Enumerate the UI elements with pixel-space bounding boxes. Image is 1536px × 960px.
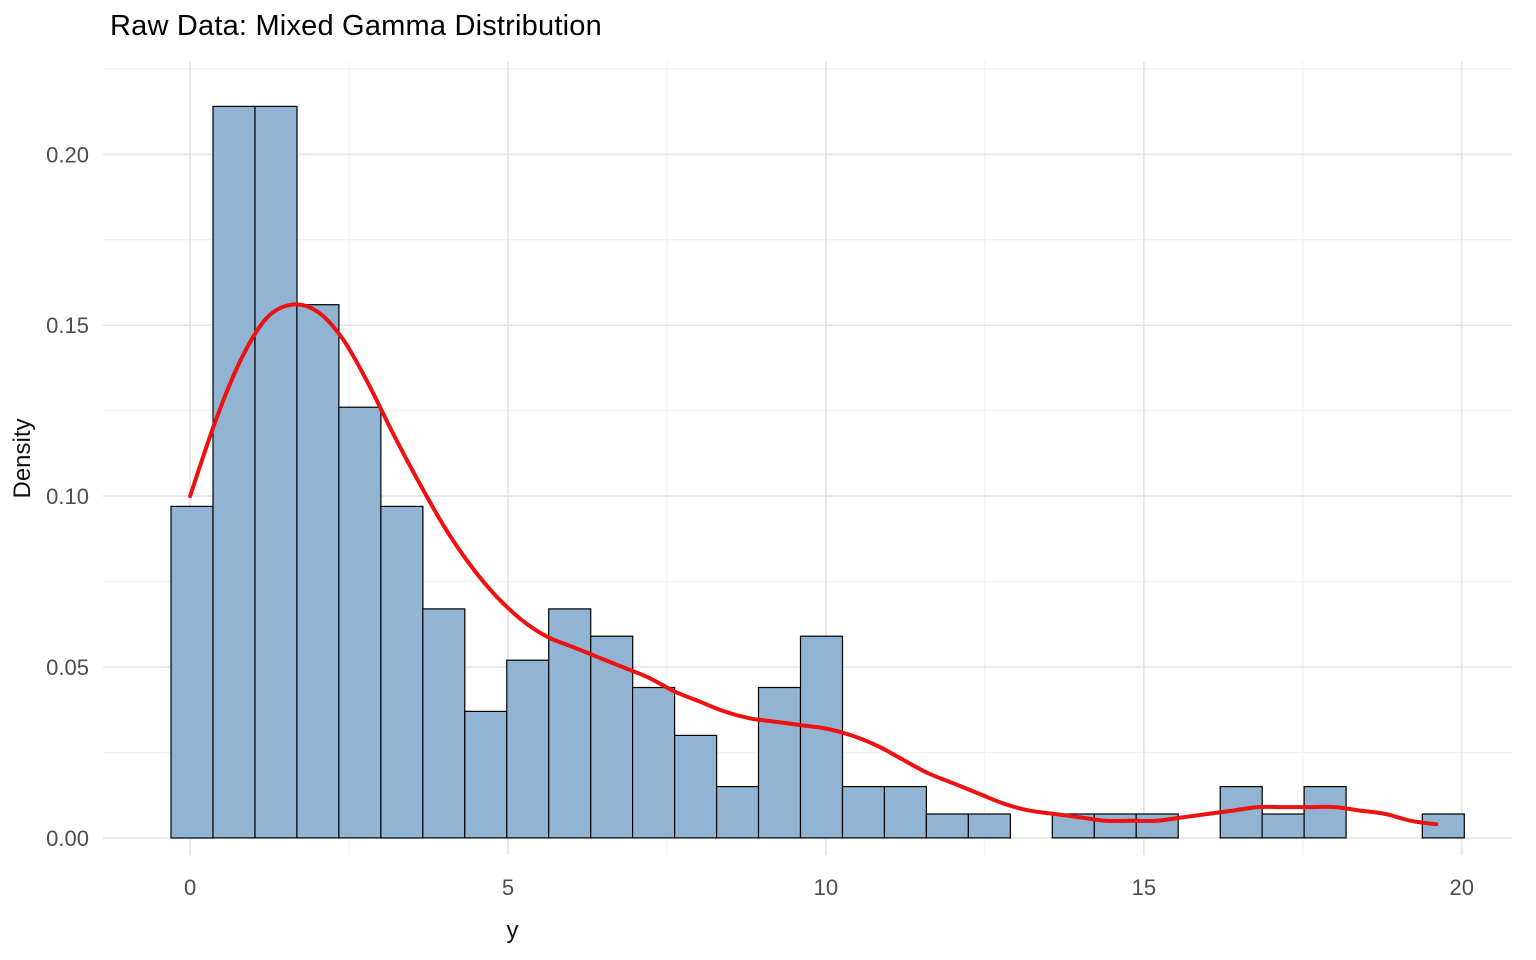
x-axis-title: y (507, 917, 519, 944)
histogram-bar (715, 785, 760, 839)
histogram-bar (380, 505, 424, 839)
x-axis-tick-label: 5 (502, 875, 514, 900)
y-axis-tick-label: 0.15 (46, 313, 89, 338)
histogram-bar (422, 608, 466, 839)
y-axis-tick-label: 0.05 (46, 655, 89, 680)
x-axis-tick-label: 10 (814, 875, 838, 900)
y-axis-tick-labels: 0.00 0.05 0.10 0.15 0.20 (46, 142, 89, 851)
chart-title: Raw Data: Mixed Gamma Distribution (110, 10, 602, 42)
histogram-bar (1421, 813, 1465, 839)
histogram-bar (799, 635, 844, 839)
grid-major (103, 62, 1512, 855)
histogram-bar (757, 686, 802, 839)
histogram-bar (1261, 813, 1305, 839)
histogram-bar (254, 105, 298, 839)
y-axis-title: Density (9, 418, 36, 498)
histogram-bar (673, 734, 718, 839)
histogram-bar (967, 813, 1012, 839)
histogram-bar (170, 505, 214, 839)
histogram-bar (925, 813, 970, 839)
y-axis-tick-label: 0.10 (46, 484, 89, 509)
x-axis-tick-label: 15 (1132, 875, 1156, 900)
histogram-bar (841, 785, 886, 839)
histogram-bar (506, 659, 550, 839)
y-axis-tick-label: 0.20 (46, 142, 89, 167)
histogram-bar (548, 608, 592, 839)
histogram-bar (212, 105, 256, 839)
histogram-bars (170, 105, 1465, 839)
density-curve (188, 302, 1439, 827)
histogram-bar (338, 406, 382, 839)
x-axis-tick-labels: 0 5 10 15 20 (184, 875, 1474, 900)
y-axis-tick-label: 0.00 (46, 826, 89, 851)
histogram-bar (883, 785, 928, 839)
x-axis-tick-label: 20 (1450, 875, 1474, 900)
histogram-bar (1093, 813, 1137, 839)
histogram-bar (631, 686, 676, 839)
histogram-bar (464, 710, 508, 839)
histogram-bar (1303, 785, 1347, 839)
x-axis-tick-label: 0 (184, 875, 196, 900)
histogram-bar (296, 304, 340, 839)
